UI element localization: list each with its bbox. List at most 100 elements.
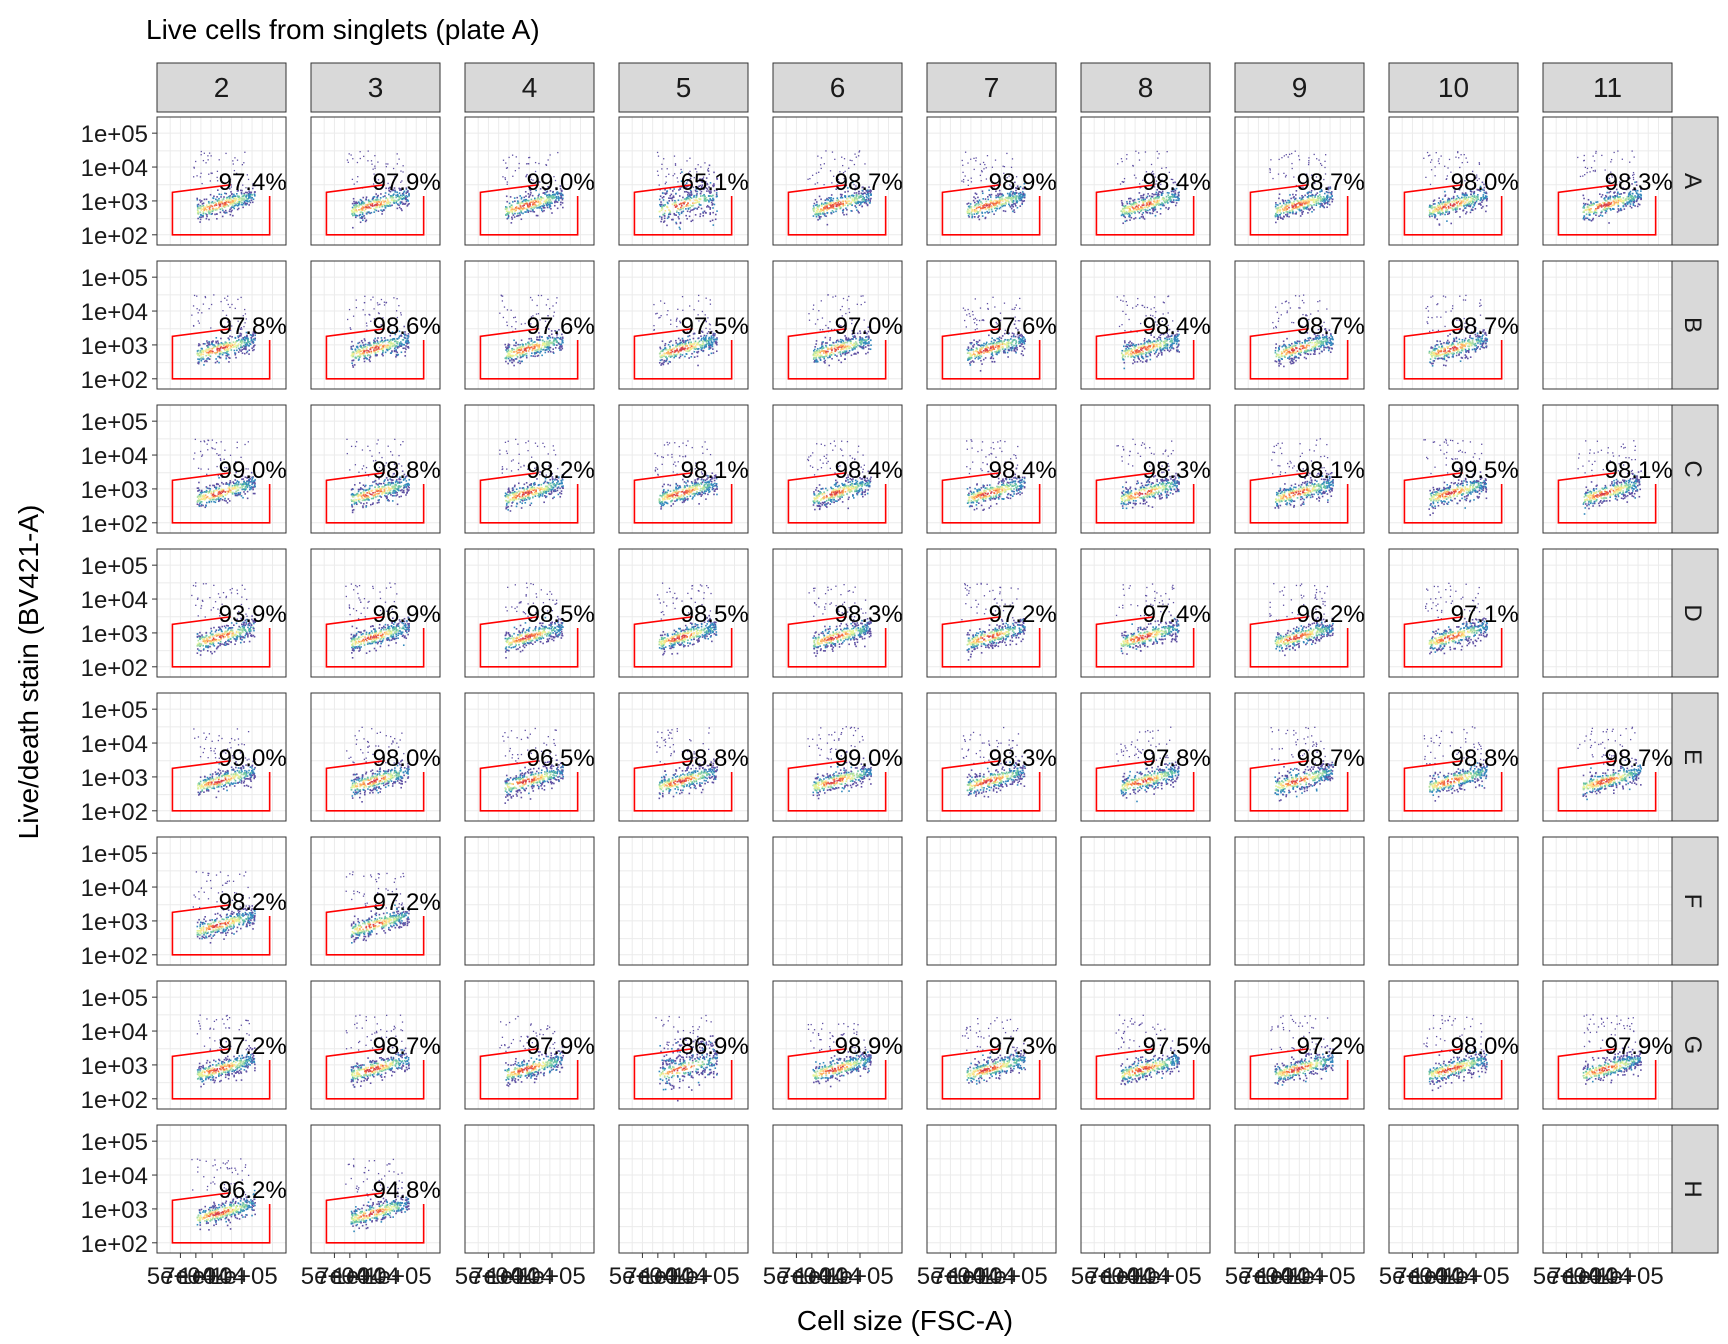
event-point <box>535 200 537 203</box>
event-point <box>207 201 210 203</box>
event-point <box>527 199 530 202</box>
event-point <box>1281 208 1284 210</box>
event-point <box>1006 152 1008 155</box>
event-point <box>200 347 203 350</box>
event-point <box>982 161 985 164</box>
event-point <box>215 208 218 211</box>
event-point <box>232 160 234 162</box>
event-point <box>1479 199 1482 202</box>
event-point <box>1270 159 1272 161</box>
event-point <box>1006 199 1009 202</box>
event-point <box>229 203 232 206</box>
event-point <box>673 155 676 157</box>
event-point <box>394 200 397 202</box>
x-axis-label: Cell size (FSC-A) <box>797 1305 1013 1336</box>
event-point <box>519 214 521 216</box>
event-point <box>1579 175 1582 178</box>
event-point <box>405 200 408 203</box>
event-point <box>364 204 367 206</box>
event-point <box>1637 197 1640 200</box>
event-point <box>1440 201 1442 204</box>
event-point <box>994 202 997 205</box>
event-point <box>236 172 238 175</box>
event-point <box>1133 198 1136 201</box>
event-point <box>657 174 659 177</box>
event-point <box>1010 207 1013 210</box>
event-point <box>202 356 204 359</box>
event-point <box>353 209 356 212</box>
event-point <box>659 195 662 198</box>
event-point <box>1590 167 1593 169</box>
event-point <box>366 211 369 213</box>
event-point <box>968 206 971 209</box>
event-point <box>244 199 247 202</box>
event-point <box>217 342 220 344</box>
event-point <box>700 207 703 210</box>
event-point <box>980 204 982 206</box>
event-point <box>973 157 975 160</box>
event-point <box>236 195 239 197</box>
event-point <box>991 166 993 168</box>
event-point <box>549 154 551 156</box>
event-point <box>205 351 208 354</box>
event-point <box>224 341 227 344</box>
event-point <box>967 179 969 182</box>
event-point <box>713 203 716 206</box>
event-point <box>239 201 242 203</box>
event-point <box>226 355 229 357</box>
event-point <box>1291 162 1293 165</box>
event-point <box>357 176 359 178</box>
event-point <box>393 193 395 196</box>
event-point <box>1430 212 1433 215</box>
event-point <box>209 350 212 352</box>
event-point <box>1423 157 1425 159</box>
event-point <box>527 211 529 214</box>
event-point <box>370 202 373 205</box>
event-point <box>1476 199 1478 202</box>
event-point <box>368 359 371 361</box>
event-point <box>661 168 663 170</box>
event-point <box>982 198 984 200</box>
event-point <box>682 196 684 199</box>
event-point <box>355 352 358 355</box>
event-point <box>825 215 827 217</box>
event-point <box>536 204 538 207</box>
event-point <box>1138 192 1141 194</box>
event-point <box>962 164 964 166</box>
event-point <box>1457 200 1460 203</box>
event-point <box>509 206 511 209</box>
event-point <box>545 198 548 201</box>
event-point <box>687 208 690 210</box>
event-point <box>1441 198 1444 200</box>
y-tick-label: 1e+02 <box>81 223 148 250</box>
event-point <box>1447 197 1450 200</box>
event-point <box>1123 207 1126 209</box>
event-point <box>1617 196 1620 198</box>
event-point <box>398 197 401 200</box>
event-point <box>1477 198 1480 201</box>
event-point <box>1144 198 1146 201</box>
event-point <box>385 187 387 190</box>
event-point <box>1306 196 1309 198</box>
event-point <box>1299 203 1302 205</box>
event-point <box>541 210 544 213</box>
event-point <box>1323 199 1325 202</box>
event-point <box>656 170 659 172</box>
event-point <box>662 192 664 194</box>
facet-panel: 98.0% <box>1388 116 1519 246</box>
event-point <box>395 350 397 353</box>
event-point <box>1168 197 1171 200</box>
event-point <box>973 215 976 218</box>
event-point <box>822 206 825 209</box>
event-point <box>657 155 660 157</box>
event-point <box>532 202 534 204</box>
event-point <box>376 341 379 343</box>
event-point <box>689 199 691 202</box>
facet-panel: 97.9% <box>310 116 441 246</box>
event-point <box>365 219 368 222</box>
event-point <box>389 196 392 199</box>
event-point <box>196 198 199 201</box>
event-point <box>400 181 402 183</box>
event-point <box>202 208 204 211</box>
event-point <box>200 207 203 210</box>
